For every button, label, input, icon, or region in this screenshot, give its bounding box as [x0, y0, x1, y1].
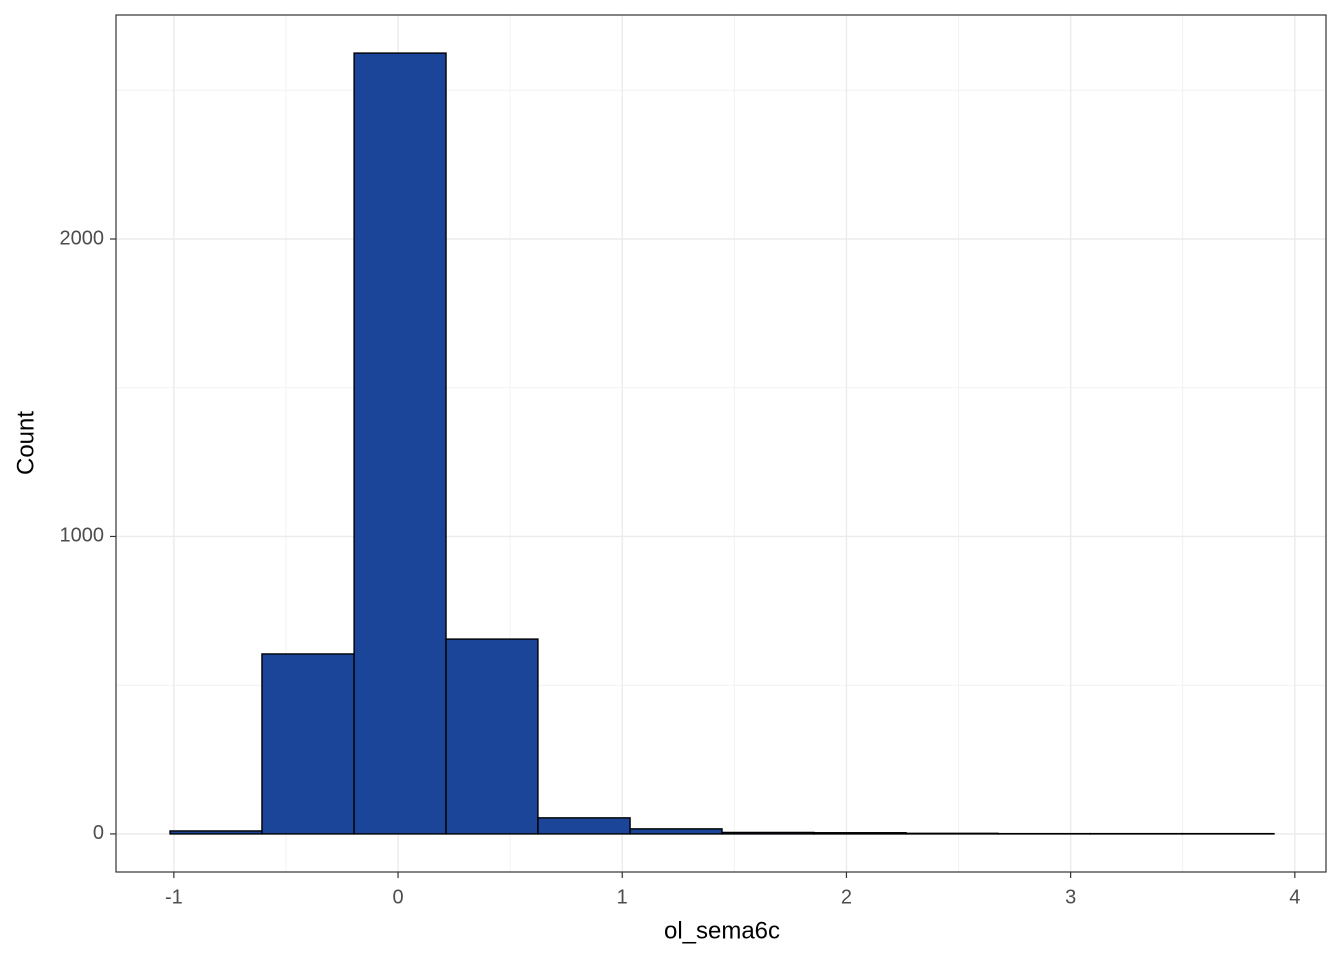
bar: [721, 831, 815, 835]
panel-border: [115, 14, 1327, 873]
x-tick-label: 3: [1065, 886, 1076, 908]
y-tick-label: 2000: [60, 227, 105, 249]
y-tick-label: 1000: [60, 525, 105, 547]
bar: [169, 830, 263, 835]
marks: [169, 52, 1275, 835]
bar: [905, 832, 999, 835]
bar: [261, 653, 355, 835]
x-axis-title: ol_sema6c: [664, 917, 780, 944]
x-tick-label: 2: [841, 886, 852, 908]
bar: [813, 832, 907, 835]
x-tick-label: 4: [1289, 886, 1300, 908]
x-tick-label: -1: [165, 886, 183, 908]
bar: [445, 638, 539, 835]
y-axis-title: Count: [12, 411, 39, 475]
y-tick-label: 0: [93, 822, 104, 844]
bar: [353, 52, 447, 835]
bar: [537, 817, 631, 835]
x-tick-label: 1: [617, 886, 628, 908]
bar: [629, 828, 723, 835]
x-tick-label: 0: [392, 886, 403, 908]
